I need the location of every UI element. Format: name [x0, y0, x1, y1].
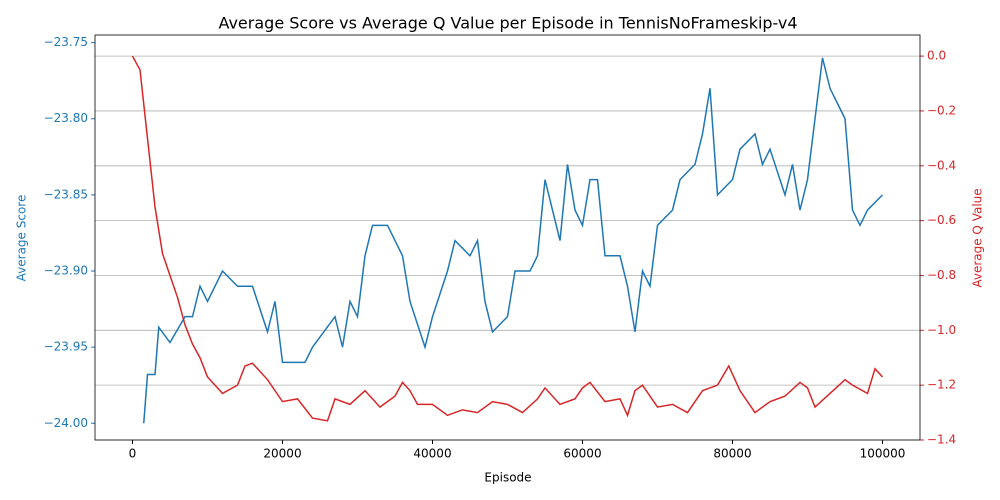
x-tick-label: 60000: [563, 447, 601, 461]
x-tick-label: 100000: [860, 447, 906, 461]
line-series: [131, 55, 884, 422]
y-tick-label: −23.90: [44, 263, 88, 277]
x-tick-label: 20000: [263, 447, 301, 461]
y2-tick-label: −1.0: [927, 323, 956, 337]
chart-title: Average Score vs Average Q Value per Epi…: [218, 14, 797, 33]
y-tick-label: −23.95: [44, 340, 88, 354]
x-tick-label: 40000: [413, 447, 451, 461]
y-tick-label: −23.75: [44, 35, 88, 49]
y2-tick-label: −0.6: [927, 213, 956, 227]
x-axis-label: Episode: [484, 471, 531, 485]
x-tick-label: 0: [129, 447, 137, 461]
y2-tick-label: −0.2: [927, 103, 956, 117]
y2-axis-label: Average Q Value: [971, 188, 985, 287]
y-tick-label: −24.00: [44, 416, 88, 430]
y-tick-label: −23.85: [44, 187, 88, 201]
y-tick-label: −23.80: [44, 111, 88, 125]
y2-tick-label: 0.0: [927, 49, 946, 63]
plot-frame: [94, 34, 921, 441]
y2-tick-label: −1.4: [927, 433, 956, 447]
line-series: [143, 57, 884, 424]
x-tick-label: 80000: [713, 447, 751, 461]
y2-tick-label: −1.2: [927, 378, 956, 392]
y-axis-label: Average Score: [15, 195, 29, 282]
y2-tick-label: −0.8: [927, 268, 956, 282]
y2-tick-label: −0.4: [927, 158, 956, 172]
